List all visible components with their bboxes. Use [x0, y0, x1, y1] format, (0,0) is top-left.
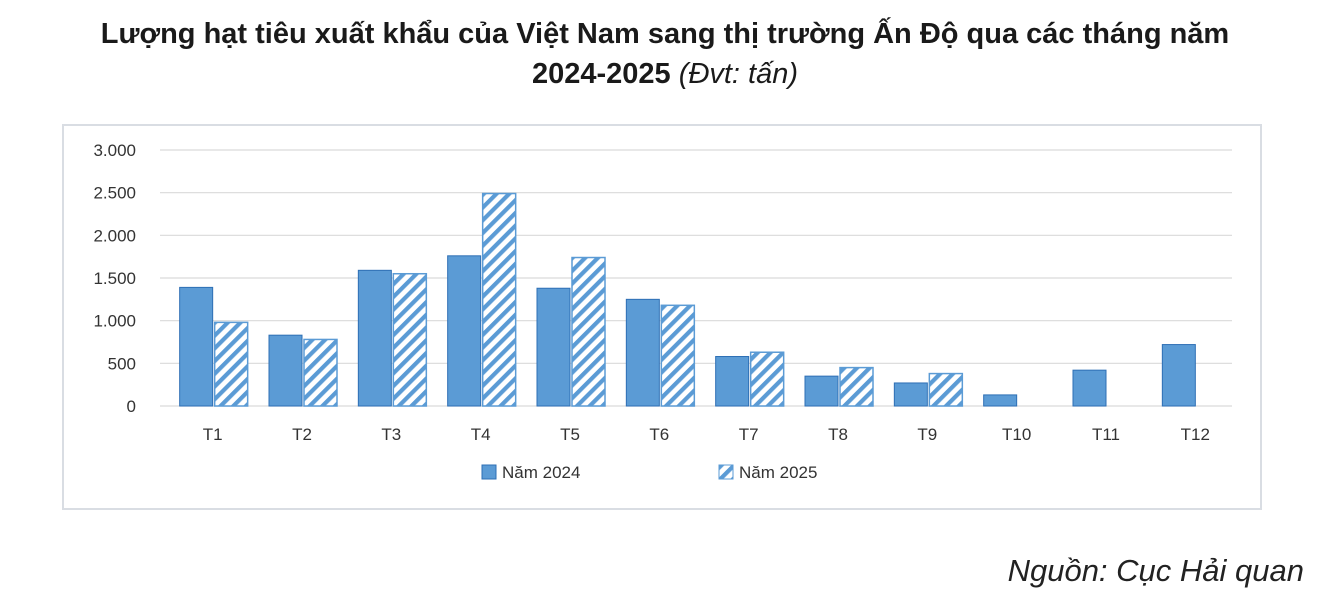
bar-2024-T1	[179, 286, 214, 407]
bar-2024-T6	[625, 298, 660, 407]
x-tick-label: T1	[203, 425, 223, 444]
bar-2025-T8	[839, 366, 874, 407]
x-tick-label: T9	[917, 425, 937, 444]
chart-title-years: 2024-2025	[532, 58, 671, 90]
bar-2024-T2	[268, 334, 303, 407]
y-tick-label: 1.000	[93, 312, 136, 331]
x-tick-label: T11	[1092, 425, 1120, 444]
y-tick-label: 2.000	[93, 226, 136, 245]
legend-swatch-0	[481, 464, 497, 480]
x-tick-label: T6	[649, 425, 669, 444]
legend-label-0: Năm 2024	[502, 463, 580, 482]
x-tick-label: T2	[292, 425, 312, 444]
x-tick-label: T8	[828, 425, 848, 444]
bar-2024-T8	[804, 375, 839, 407]
bar-2024-T4	[447, 255, 482, 407]
x-tick-label: T7	[739, 425, 759, 444]
bar-2025-T5	[571, 256, 606, 407]
y-tick-label: 2.500	[93, 184, 136, 203]
chart-title-line2: 2024-2025 (Đvt: tấn)	[0, 54, 1330, 94]
bar-2024-T11	[1072, 369, 1107, 407]
bar-2025-T2	[303, 338, 338, 407]
bar-2025-T6	[660, 304, 696, 407]
bar-2025-T1	[213, 321, 249, 407]
bar-2025-T7	[749, 351, 785, 407]
x-tick-label: T3	[381, 425, 401, 444]
chart-unit: (Đvt: tấn)	[678, 58, 798, 90]
x-tick-label: T12	[1181, 425, 1210, 444]
legend-label-1: Năm 2025	[739, 463, 817, 482]
y-tick-label: 1.500	[93, 269, 136, 288]
y-tick-label: 0	[127, 397, 136, 416]
bar-2025-T4	[481, 192, 517, 407]
chart-title-line1: Lượng hạt tiêu xuất khẩu của Việt Nam sa…	[100, 18, 1230, 50]
y-tick-label: 500	[108, 354, 136, 373]
x-tick-label: T5	[560, 425, 580, 444]
bar-2024-T10	[983, 394, 1018, 407]
bar-2024-T12	[1161, 344, 1196, 407]
legend-swatch-1	[718, 464, 734, 480]
x-tick-label: T4	[471, 425, 491, 444]
bar-2025-T9	[928, 372, 964, 407]
bar-2024-T7	[715, 356, 750, 407]
y-tick-label: 3.000	[93, 141, 136, 160]
bar-2024-T5	[536, 287, 571, 407]
bar-2024-T9	[893, 382, 928, 407]
source-note: Nguồn: Cục Hải quan	[1007, 553, 1304, 588]
x-tick-label: T10	[1002, 425, 1031, 444]
chart-frame	[62, 124, 1262, 510]
chart-title: Lượng hạt tiêu xuất khẩu của Việt Nam sa…	[0, 14, 1330, 94]
bar-2024-T3	[357, 269, 392, 407]
bar-2025-T3	[392, 272, 428, 407]
